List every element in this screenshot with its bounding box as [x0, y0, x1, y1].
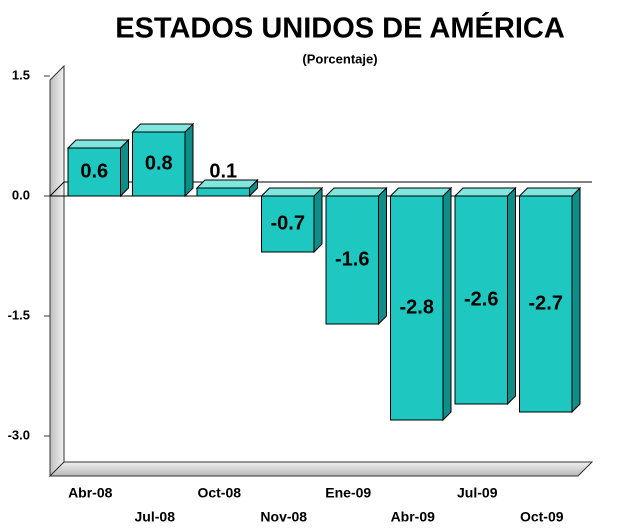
- bar-face: [66, 139, 130, 149]
- data-label: -2.8: [400, 296, 434, 318]
- bar: [131, 122, 195, 198]
- bar: [518, 186, 582, 414]
- x-tick-label: Ene-09: [325, 485, 371, 501]
- bar: [195, 178, 259, 198]
- bar-face: [389, 187, 453, 197]
- bar-face: [184, 122, 194, 198]
- side-wall: [49, 64, 65, 478]
- bar-face: [196, 187, 250, 197]
- bar-face: [453, 187, 517, 197]
- bar-face: [571, 186, 581, 414]
- bar-face: [132, 131, 186, 197]
- x-tick-label: Oct-09: [520, 509, 564, 525]
- bar-face: [324, 187, 388, 197]
- zero-line: [49, 181, 592, 197]
- data-label: -1.6: [335, 248, 369, 270]
- data-label: 0.1: [209, 160, 237, 182]
- bar-face: [261, 195, 315, 253]
- y-tick-label: 1.5: [12, 67, 30, 82]
- data-label: 0.6: [80, 160, 108, 182]
- x-tick-label: Abr-09: [391, 509, 436, 525]
- bar-face: [442, 186, 452, 422]
- bar-face: [390, 195, 444, 421]
- bar-face: [454, 195, 508, 405]
- data-label: 0.8: [145, 152, 173, 174]
- x-tick-label: Jul-08: [135, 509, 176, 525]
- bar-face: [518, 187, 582, 197]
- bar: [453, 186, 517, 406]
- data-label: -2.7: [529, 292, 563, 314]
- x-tick-label: Abr-08: [68, 485, 113, 501]
- data-label: -0.7: [271, 212, 305, 234]
- chart-title: ESTADOS UNIDOS DE AMÉRICA: [115, 11, 565, 45]
- x-tick-label: Nov-08: [260, 509, 307, 525]
- bar: [324, 186, 388, 326]
- bar: [260, 186, 324, 254]
- floor: [48, 461, 594, 477]
- bar-face: [313, 186, 323, 254]
- bar-face: [260, 187, 324, 197]
- y-tick-label: 0.0: [12, 187, 30, 202]
- y-tick-label: -1.5: [8, 307, 30, 322]
- bar: [389, 186, 453, 422]
- bar-face: [120, 138, 129, 198]
- bar-face: [378, 186, 387, 326]
- y-tick-label: -3.0: [8, 427, 30, 442]
- bar: [66, 138, 130, 198]
- bar-face: [67, 147, 121, 197]
- x-tick-label: Oct-08: [197, 485, 241, 501]
- bar-face: [325, 195, 379, 325]
- bar-face: [131, 123, 195, 133]
- chart-subtitle: (Porcentaje): [302, 51, 377, 66]
- x-tick-label: Jul-09: [457, 485, 498, 501]
- bar-face: [519, 195, 573, 413]
- data-label: -2.6: [464, 288, 498, 310]
- bar-face: [507, 186, 516, 406]
